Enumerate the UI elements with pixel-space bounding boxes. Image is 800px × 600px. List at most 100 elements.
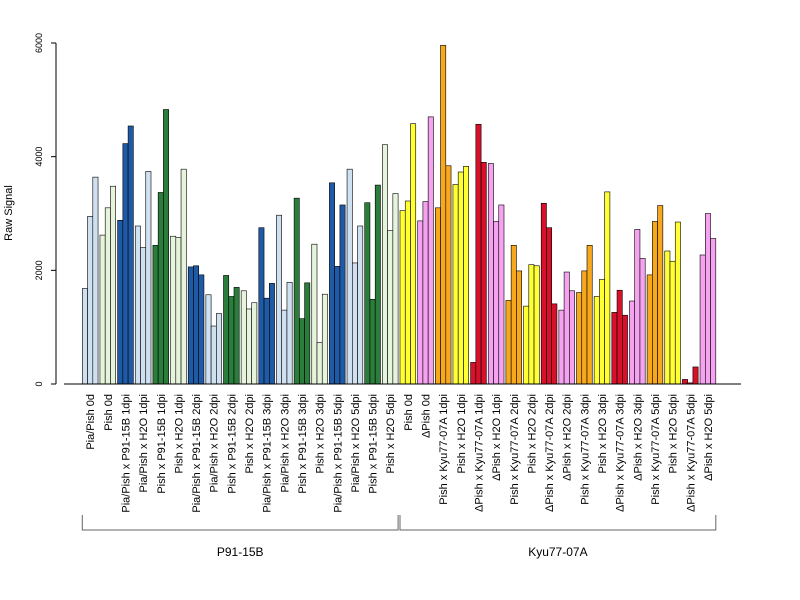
bar: [493, 221, 500, 385]
x-tick-label: ΔPish x Kyu77-07A 5dpi: [685, 394, 697, 512]
bar: [246, 308, 252, 385]
bar: [293, 197, 300, 385]
bar: [357, 225, 364, 385]
x-tick-label: Pish x Kyu77-07A 5dpi: [650, 394, 662, 505]
bar: [523, 305, 530, 385]
y-tick-label: 0: [34, 381, 44, 386]
bar: [92, 176, 99, 385]
y-axis: 0 2000 4000 6000: [34, 33, 57, 387]
bar: [99, 234, 106, 385]
x-tick-label: Pia/Pish x H2O 2dpi: [209, 394, 221, 492]
bar: [228, 296, 235, 385]
bar: [180, 168, 187, 385]
bar: [699, 254, 706, 385]
bar: [286, 281, 293, 385]
bar: [558, 309, 565, 385]
bar: [646, 274, 653, 385]
x-tick-label: Pia/Pish x H2O 1dpi: [138, 394, 150, 492]
bar: [563, 271, 570, 385]
x-tick-label: Pia/Pish x P91-15B 3dpi: [262, 394, 274, 513]
bar: [505, 300, 512, 385]
x-tick-label: Pish x H2O 3dpi: [315, 394, 327, 473]
bar: [616, 289, 623, 385]
bar: [475, 123, 482, 385]
bar: [387, 230, 394, 385]
bar: [122, 143, 129, 385]
bar: [540, 202, 547, 385]
x-tick-label: Pia/Pish x P91-15B 5dpi: [332, 394, 344, 513]
bar: [463, 166, 470, 385]
bar: [674, 221, 681, 385]
x-tick-label: Pish x H2O 1dpi: [173, 394, 185, 473]
bar: [216, 313, 222, 385]
bar: [427, 116, 434, 385]
bar: [417, 220, 424, 385]
x-tick-label: Pia/Pish 0d: [85, 394, 97, 450]
bar: [316, 342, 323, 385]
bar: [440, 44, 447, 385]
bar: [299, 318, 305, 385]
bar: [682, 379, 688, 385]
group-label: Kyu77-07A: [528, 545, 587, 559]
x-tick-label: ΔPish x H2O 3dpi: [632, 394, 644, 481]
x-tick-label: ΔPish x Kyu77-07A 1dpi: [473, 394, 485, 512]
y-tick-label: 6000: [34, 33, 44, 53]
x-tick-label: Pish x H2O 3dpi: [597, 394, 609, 473]
bar: [251, 302, 258, 385]
group-brackets: P91-15B Kyu77-07A: [81, 515, 717, 559]
bar: [652, 221, 658, 385]
bar: [710, 238, 717, 385]
bar: [258, 227, 265, 385]
bar: [134, 225, 141, 385]
bar: [110, 185, 116, 385]
bar: [422, 201, 429, 385]
bar: [311, 243, 318, 385]
bar: [382, 144, 388, 385]
group-label: P91-15B: [217, 545, 264, 559]
bar: [480, 162, 487, 385]
x-tick-label: Pish x P91-15B 2dpi: [226, 394, 238, 494]
bar: [117, 220, 124, 385]
x-tick-label: ΔPish x H2O 1dpi: [491, 394, 503, 481]
bar: [586, 245, 593, 385]
bar: [140, 247, 147, 385]
bar: [268, 283, 275, 385]
x-tick-label: Pish 0d: [103, 394, 115, 431]
bar: [392, 193, 399, 385]
group-bracket: [399, 515, 717, 531]
bar: [193, 265, 199, 385]
bar: [369, 299, 376, 385]
bar: [163, 109, 169, 385]
bar: [198, 274, 205, 385]
x-tick-label: Pish x Kyu77-07A 3dpi: [579, 394, 591, 505]
bar: [704, 213, 711, 385]
bar: [669, 260, 676, 385]
y-axis-title: Raw Signal: [3, 185, 15, 241]
bar: [304, 282, 311, 385]
y-tick-label: 2000: [34, 260, 44, 280]
bar: [233, 287, 240, 385]
x-tick-label: Pish x H2O 5dpi: [668, 394, 680, 473]
x-tick-label: Pia/Pish x H2O 5dpi: [350, 394, 362, 492]
bar: [175, 237, 182, 385]
bar: [321, 293, 328, 385]
bar: [664, 250, 671, 385]
x-tick-label: Pish x P91-15B 3dpi: [297, 394, 309, 494]
bar: [533, 265, 540, 385]
bar: [152, 245, 159, 385]
bar: [457, 171, 464, 385]
bar: [551, 303, 558, 385]
x-tick-label: ΔPish x Kyu77-07A 2dpi: [544, 394, 556, 512]
bar: [434, 207, 441, 385]
bar: [374, 184, 381, 385]
y-tick-label: 4000: [34, 147, 44, 167]
x-tick-label: Pish x H2O 2dpi: [526, 394, 538, 473]
bar: [187, 266, 194, 385]
bar: [263, 297, 270, 385]
bar: [452, 184, 459, 385]
x-tick-label: ΔPish x H2O 5dpi: [703, 394, 715, 481]
bar: [104, 207, 111, 385]
bar: [351, 262, 358, 385]
bar: [223, 275, 230, 385]
